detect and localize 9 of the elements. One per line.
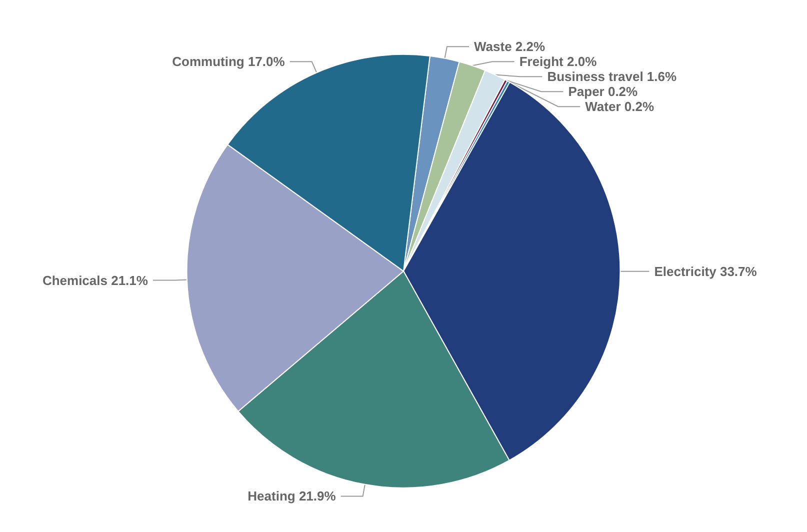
slice-label: Freight 2.0%: [519, 54, 598, 70]
slice-label: Water 0.2%: [585, 99, 654, 114]
slice-label: Electricity 33.7%: [654, 264, 758, 279]
slice-label: Heating 21.9%: [248, 488, 336, 504]
slice-label: Paper 0.2%: [568, 84, 638, 100]
slice-label: Chemicals 21.1%: [42, 272, 148, 288]
slice-label: Waste 2.2%: [474, 39, 546, 54]
slice-label: Commuting 17.0%: [172, 54, 286, 70]
slice-label: Business travel 1.6%: [547, 69, 677, 84]
